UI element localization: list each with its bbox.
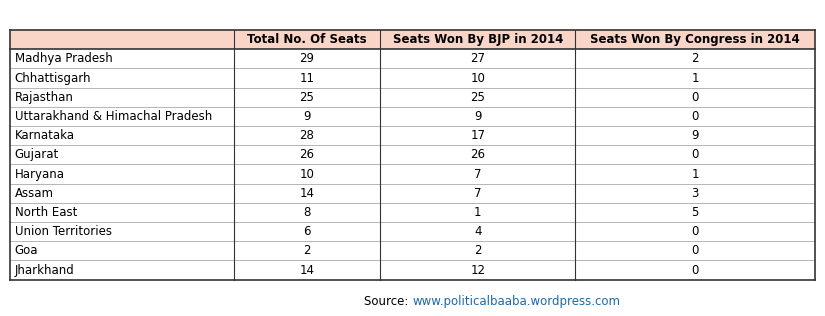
Text: 26: 26 — [299, 148, 314, 161]
Text: www.politicalbaaba.wordpress.com: www.politicalbaaba.wordpress.com — [412, 295, 620, 308]
Text: 6: 6 — [304, 225, 311, 238]
Text: 1: 1 — [691, 167, 699, 180]
Text: 0: 0 — [691, 91, 699, 104]
Text: 1: 1 — [691, 71, 699, 84]
Text: 8: 8 — [304, 206, 311, 219]
Text: 9: 9 — [691, 129, 699, 142]
Text: Union Territories: Union Territories — [15, 225, 112, 238]
Text: Gujarat: Gujarat — [15, 148, 59, 161]
Text: 4: 4 — [474, 225, 482, 238]
Text: 0: 0 — [691, 110, 699, 123]
Text: 14: 14 — [299, 264, 314, 276]
Text: 25: 25 — [299, 91, 314, 104]
Text: 2: 2 — [691, 52, 699, 65]
Text: 2: 2 — [474, 244, 482, 257]
Text: 1: 1 — [474, 206, 482, 219]
Text: Total No. Of Seats: Total No. Of Seats — [248, 33, 367, 46]
Text: Madhya Pradesh: Madhya Pradesh — [15, 52, 112, 65]
Text: Assam: Assam — [15, 187, 54, 200]
Text: 29: 29 — [299, 52, 314, 65]
Text: Haryana: Haryana — [15, 167, 65, 180]
Text: 11: 11 — [299, 71, 314, 84]
Text: 5: 5 — [691, 206, 699, 219]
Text: 10: 10 — [470, 71, 485, 84]
Text: North East: North East — [15, 206, 78, 219]
Text: 17: 17 — [470, 129, 485, 142]
Text: 2: 2 — [304, 244, 311, 257]
Bar — [10, 30, 815, 49]
Text: 12: 12 — [470, 264, 485, 276]
Text: Seats Won By BJP in 2014: Seats Won By BJP in 2014 — [393, 33, 563, 46]
Text: 27: 27 — [470, 52, 485, 65]
Text: 25: 25 — [470, 91, 485, 104]
Text: 28: 28 — [299, 129, 314, 142]
Text: 3: 3 — [691, 187, 699, 200]
Text: Jharkhand: Jharkhand — [15, 264, 74, 276]
Text: Uttarakhand & Himachal Pradesh: Uttarakhand & Himachal Pradesh — [15, 110, 212, 123]
Text: 9: 9 — [304, 110, 311, 123]
Text: 0: 0 — [691, 148, 699, 161]
Text: 7: 7 — [474, 167, 482, 180]
Text: Karnataka: Karnataka — [15, 129, 75, 142]
Text: 0: 0 — [691, 264, 699, 276]
Text: 10: 10 — [299, 167, 314, 180]
Text: 0: 0 — [691, 244, 699, 257]
Text: 0: 0 — [691, 225, 699, 238]
Text: Chhattisgarh: Chhattisgarh — [15, 71, 92, 84]
Text: Source:: Source: — [365, 295, 412, 308]
Text: Seats Won By Congress in 2014: Seats Won By Congress in 2014 — [590, 33, 800, 46]
Text: Goa: Goa — [15, 244, 38, 257]
Text: 14: 14 — [299, 187, 314, 200]
Text: 26: 26 — [470, 148, 485, 161]
Text: Rajasthan: Rajasthan — [15, 91, 73, 104]
Text: 7: 7 — [474, 187, 482, 200]
Text: 9: 9 — [474, 110, 482, 123]
